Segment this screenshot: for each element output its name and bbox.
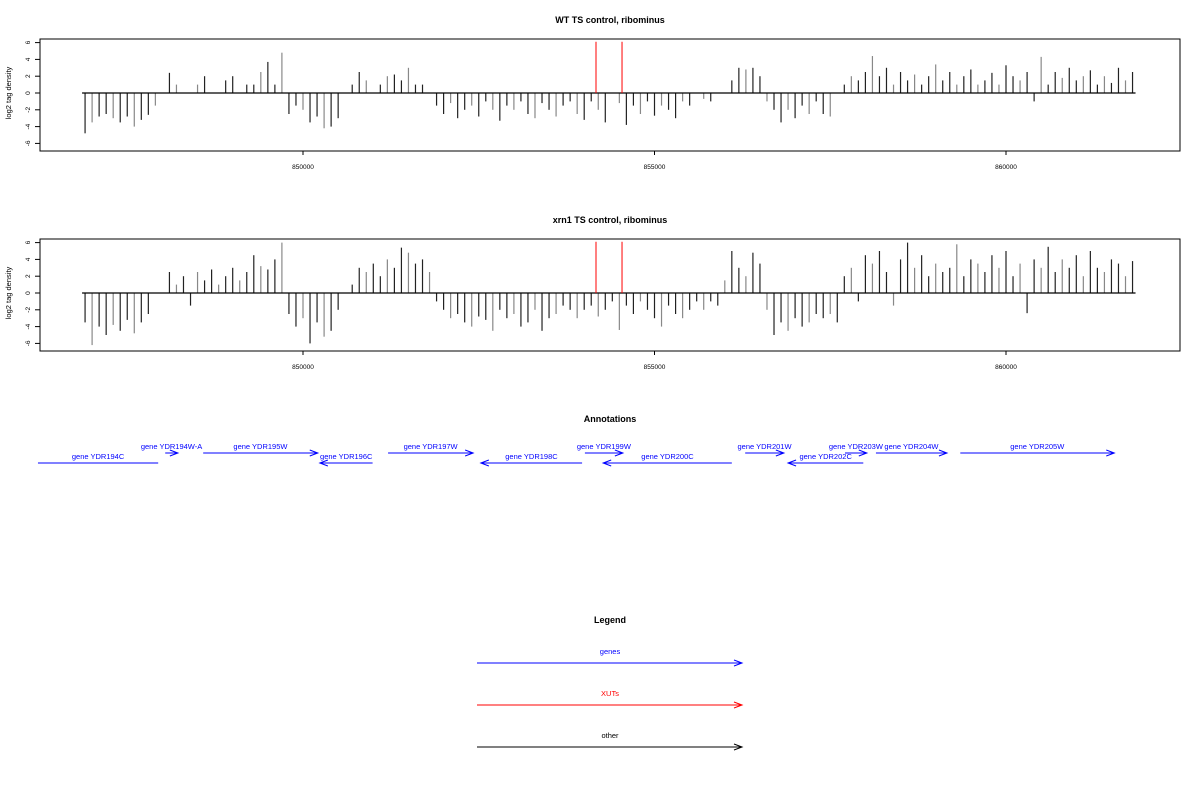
- y-axis-label: log2 tag density: [4, 266, 13, 319]
- arrowhead-icon: [733, 659, 744, 667]
- gene-label: gene YDR200C: [641, 452, 694, 461]
- y-tick-label: 2: [25, 74, 32, 78]
- x-tick-label: 850000: [292, 364, 314, 371]
- x-tick-label: 850000: [292, 164, 314, 171]
- annotations-title: Annotations: [584, 414, 637, 424]
- y-tick-label: -4: [25, 123, 32, 129]
- gene-label: gene YDR203W: [829, 442, 884, 451]
- arrowhead-icon: [938, 449, 949, 457]
- gene-label: gene YDR199W: [577, 442, 632, 451]
- plot-frame: [39, 238, 1181, 352]
- arrowhead-icon: [464, 449, 475, 457]
- x-tick-label: 855000: [644, 164, 666, 171]
- gene-label: gene YDR196C: [320, 452, 373, 461]
- arrowhead-icon: [786, 459, 797, 467]
- legend-label: other: [601, 731, 619, 740]
- panel-title: xrn1 TS control, ribominus: [553, 215, 668, 225]
- arrowhead-icon: [775, 449, 786, 457]
- annotations-track: Annotations gene YDR194C gene YDR194W-A ge…: [37, 414, 1116, 467]
- x-tick-label: 860000: [995, 164, 1017, 171]
- y-tick-label: 4: [25, 57, 32, 61]
- panel-title: WT TS control, ribominus: [555, 15, 665, 25]
- y-tick-label: -6: [25, 340, 32, 346]
- x-tick-label: 855000: [644, 364, 666, 371]
- y-tick-label: 0: [25, 91, 32, 95]
- arrowhead-icon: [733, 743, 744, 751]
- x-tick-label: 860000: [995, 364, 1017, 371]
- y-tick-label: -4: [25, 323, 32, 329]
- arrowhead-icon: [733, 701, 744, 709]
- legend: Legend genes XUTs other: [477, 615, 744, 751]
- y-tick-label: 6: [25, 40, 32, 44]
- arrowhead-icon: [318, 459, 329, 467]
- gene-label: gene YDR201W: [737, 442, 792, 451]
- gene-label: gene YDR197W: [404, 442, 459, 451]
- arrowhead-icon: [169, 449, 180, 457]
- gene-label: gene YDR204W: [884, 442, 939, 451]
- gene-label: gene YDR195W: [233, 442, 288, 451]
- gene-label: gene YDR194C: [72, 452, 125, 461]
- gene-label: gene YDR202C: [799, 452, 852, 461]
- y-tick-label: -2: [25, 107, 32, 113]
- gene-label: gene YDR198C: [505, 452, 558, 461]
- legend-label: XUTs: [601, 689, 619, 698]
- y-tick-label: 0: [25, 291, 32, 295]
- y-tick-label: 4: [25, 257, 32, 261]
- panel-wt-ts-control: WT TS control, ribominus -6 -4 -2 0 2 4 6 log2 …: [4, 15, 1181, 171]
- y-axis-label: log2 tag density: [4, 66, 13, 119]
- plot-frame: [39, 38, 1181, 152]
- panel-xrn1-ts-control: xrn1 TS control, ribominus -6 -4 -2 0 2 4 6 log…: [4, 215, 1181, 371]
- gene-label: gene YDR205W: [1010, 442, 1065, 451]
- gene-label: gene YDR194W-A: [141, 442, 202, 451]
- arrowhead-icon: [1106, 449, 1116, 457]
- arrowhead-icon: [601, 459, 612, 467]
- legend-title: Legend: [594, 615, 626, 625]
- y-tick-label: 2: [25, 274, 32, 278]
- y-tick-label: -2: [25, 307, 32, 313]
- arrowhead-icon: [858, 449, 869, 457]
- y-tick-label: -6: [25, 140, 32, 146]
- y-tick-label: 6: [25, 240, 32, 244]
- arrowhead-icon: [614, 449, 625, 457]
- arrowhead-icon: [479, 459, 490, 467]
- arrowhead-icon: [309, 449, 320, 457]
- legend-label: genes: [600, 647, 621, 656]
